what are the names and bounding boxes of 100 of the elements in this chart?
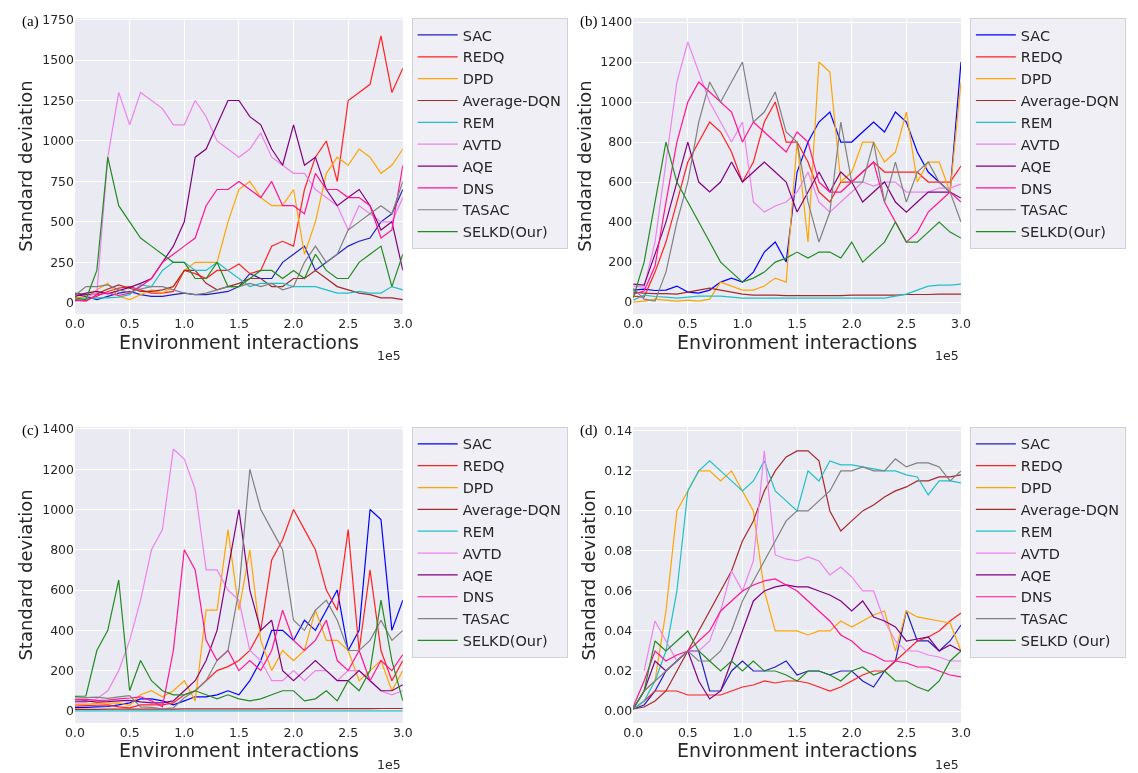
- y-tick-label: 600: [50, 582, 75, 598]
- legend-label: SELKD(Our): [1020, 224, 1106, 241]
- y-tick-label: 1000: [42, 133, 75, 149]
- legend-label: REDQ: [1020, 49, 1063, 66]
- legend-label: TASAC: [1019, 611, 1068, 628]
- legend-label: DNS: [1020, 180, 1053, 197]
- legend-label: SAC: [462, 27, 492, 44]
- y-tick-label: 1200: [42, 461, 75, 477]
- x-tick-label: 3.0: [951, 724, 971, 740]
- y-tick-label: 0.14: [604, 423, 633, 439]
- y-tick-label: 0.08: [604, 543, 633, 559]
- x-tick-label: 2.5: [896, 315, 917, 331]
- x-tick-label: 2.5: [338, 724, 359, 740]
- text: 1e5: [935, 757, 959, 772]
- legend-label: Average-DQN: [1020, 93, 1120, 110]
- y-tick-label: 400: [50, 622, 75, 638]
- legend-label: AQE: [1020, 567, 1052, 584]
- x-tick-label: 3.0: [392, 315, 413, 331]
- y-tick-label: 1400: [600, 14, 633, 30]
- line-series: [75, 35, 403, 301]
- line-series: [633, 283, 961, 301]
- x-tick-label: 0.0: [65, 724, 85, 740]
- y-tick-label: 0.02: [604, 663, 633, 679]
- y-tick-label: 200: [50, 663, 75, 679]
- x-tick-label: 2.0: [841, 315, 862, 331]
- x-axis-title: Environment interactions: [677, 739, 918, 762]
- legend-label: REM: [1020, 523, 1053, 540]
- y-tick-label: 1250: [42, 92, 75, 108]
- y-tick-label: 0.10: [604, 503, 633, 519]
- legend-label: REM: [462, 114, 495, 131]
- legend-label: REDQ: [462, 49, 505, 66]
- line-series: [75, 261, 403, 302]
- y-tick-label: 800: [50, 542, 75, 558]
- x-tick-label: 1.5: [787, 315, 808, 331]
- legend-label: SAC: [1020, 436, 1051, 453]
- x-tick-label: 1.0: [732, 315, 753, 331]
- legend-label: DNS: [1020, 589, 1053, 606]
- y-axis-title: Standard deviation: [573, 80, 595, 252]
- y-tick-label: 0: [66, 295, 75, 311]
- x-tick-label: 0.5: [677, 724, 698, 740]
- legend-label: DPD: [1020, 480, 1052, 497]
- y-tick-label: 600: [608, 174, 633, 190]
- legend-label: AVTD: [462, 136, 502, 153]
- legend-label: REM: [462, 523, 495, 540]
- y-axis-title: Standard deviation: [577, 489, 599, 661]
- text: (d): [580, 422, 598, 439]
- legend-label: SAC: [1020, 27, 1051, 44]
- y-tick-label: 750: [50, 173, 75, 189]
- x-tick-label: 2.0: [283, 724, 304, 740]
- x-tick-label: 0.0: [623, 724, 644, 740]
- line-series: [75, 269, 403, 301]
- legend-label: REDQ: [1020, 458, 1063, 475]
- legend-label: Average-DQN: [462, 93, 561, 110]
- legend-label: AVTD: [1020, 545, 1060, 562]
- x-tick-label: 0.5: [119, 315, 140, 331]
- x-tick-label: 3.0: [951, 315, 971, 331]
- x-tick-label: 1.5: [787, 724, 808, 740]
- legend-label: AQE: [462, 158, 493, 175]
- text: 1e5: [377, 348, 401, 363]
- x-axis-title: Environment interactions: [677, 330, 918, 353]
- y-tick-label: 0.00: [604, 703, 633, 719]
- x-tick-label: 0.0: [623, 315, 644, 331]
- legend-label: SELKD (Our): [1020, 633, 1111, 650]
- text: 1e5: [935, 348, 959, 363]
- y-axis-title: Standard deviation: [15, 80, 37, 252]
- x-tick-label: 2.5: [896, 724, 917, 740]
- legend-label: DNS: [462, 180, 494, 197]
- line-series: [633, 630, 961, 710]
- x-tick-label: 0.5: [119, 724, 140, 740]
- x-tick-label: 2.5: [338, 315, 359, 331]
- legend-label: AQE: [1020, 158, 1052, 175]
- x-tick-label: 2.0: [841, 724, 862, 740]
- y-tick-label: 250: [50, 254, 75, 270]
- y-tick-label: 1500: [42, 52, 75, 68]
- legend-label: TASAC: [461, 611, 510, 628]
- legend-label: DPD: [1020, 71, 1052, 88]
- legend-label: REDQ: [462, 458, 505, 475]
- x-axis-title: Environment interactions: [118, 330, 359, 353]
- legend-label: AVTD: [1020, 136, 1060, 153]
- legend-label: SAC: [462, 436, 492, 453]
- text: 1e5: [377, 757, 401, 772]
- x-tick-label: 0.0: [65, 315, 85, 331]
- y-tick-label: 1400: [42, 421, 75, 437]
- y-tick-label: 0.12: [604, 463, 633, 479]
- y-tick-label: 0.04: [604, 623, 633, 639]
- text: (a): [22, 13, 39, 30]
- y-tick-label: 500: [50, 214, 75, 230]
- y-tick-label: 1000: [42, 501, 75, 517]
- y-tick-label: 0: [66, 703, 75, 719]
- x-tick-label: 1.5: [228, 724, 249, 740]
- text: (b): [580, 13, 598, 30]
- x-axis-title: Environment interactions: [118, 739, 359, 762]
- text: (c): [22, 422, 39, 439]
- y-axis-title: Standard deviation: [15, 489, 37, 661]
- legend-label: AVTD: [462, 545, 502, 562]
- x-tick-label: 0.5: [677, 315, 698, 331]
- legend-label: TASAC: [1019, 202, 1068, 219]
- legend-label: DPD: [462, 480, 494, 497]
- legend-label: DNS: [462, 589, 494, 606]
- legend-label: AQE: [462, 567, 493, 584]
